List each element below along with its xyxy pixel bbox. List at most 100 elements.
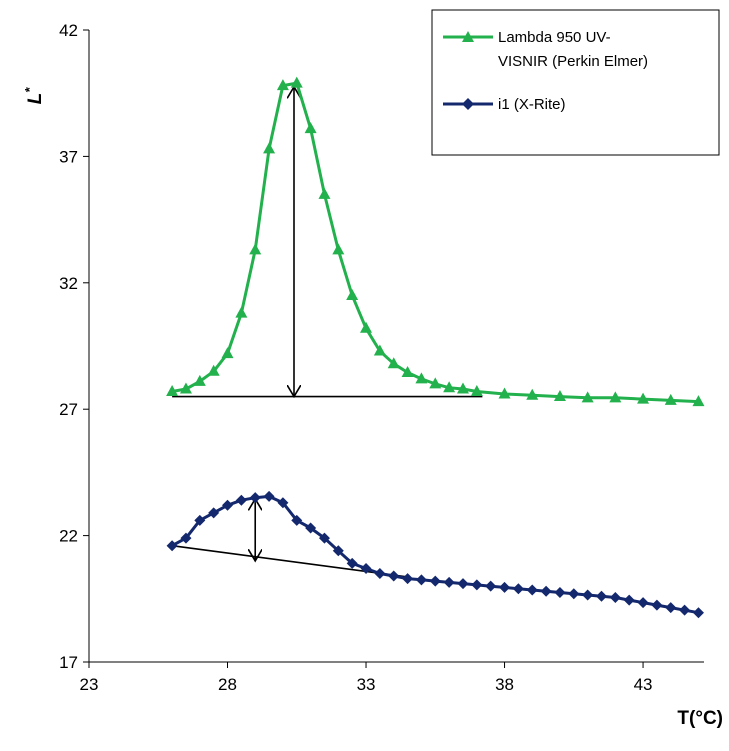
data-point-triangle — [235, 306, 248, 318]
y-tick-label: 22 — [59, 527, 78, 546]
data-point-triangle — [373, 344, 386, 356]
y-axis-title: L* — [22, 87, 46, 105]
data-point-diamond — [291, 514, 303, 526]
data-point-diamond — [623, 594, 635, 606]
data-point-triangle — [664, 393, 677, 405]
data-point-diamond — [429, 575, 441, 587]
data-point-triangle — [456, 382, 469, 394]
y-tick-label: 17 — [59, 653, 78, 672]
data-point-diamond — [471, 579, 483, 591]
y-tick-label: 27 — [59, 400, 78, 419]
data-point-diamond — [665, 602, 677, 614]
legend-label-lambda-line2: VISNIR (Perkin Elmer) — [498, 53, 648, 70]
data-point-diamond — [637, 597, 649, 609]
data-point-triangle — [470, 385, 483, 397]
data-point-diamond — [596, 590, 607, 602]
data-point-triangle — [443, 381, 456, 393]
data-point-diamond — [235, 494, 247, 506]
data-point-diamond — [346, 557, 358, 569]
data-point-triangle — [221, 347, 234, 359]
data-point-triangle — [401, 366, 414, 378]
data-point-diamond — [180, 532, 192, 544]
data-point-triangle — [193, 374, 206, 386]
data-point-triangle — [318, 187, 331, 199]
data-point-triangle — [498, 387, 511, 399]
data-point-diamond — [485, 580, 497, 592]
data-point-diamond — [540, 585, 552, 597]
legend-label-lambda-line1: Lambda 950 UV- — [498, 29, 611, 46]
data-point-diamond — [582, 589, 594, 601]
data-point-diamond — [568, 588, 580, 600]
baseline-line — [172, 544, 411, 579]
data-point-diamond — [402, 573, 414, 585]
data-point-diamond — [554, 586, 566, 598]
data-point-triangle — [346, 288, 359, 300]
data-point-diamond — [194, 514, 206, 526]
data-point-triangle — [553, 390, 566, 402]
data-point-diamond — [166, 540, 178, 552]
x-tick-label: 23 — [80, 675, 99, 694]
x-tick-label: 38 — [495, 675, 514, 694]
data-point-diamond — [692, 607, 704, 619]
y-tick-label: 32 — [59, 274, 78, 293]
y-axis-title-main: L — [25, 93, 46, 105]
y-tick-label: 37 — [59, 147, 78, 166]
legend-swatch-i1-marker — [462, 98, 474, 110]
data-point-triangle — [304, 122, 317, 134]
data-point-diamond — [679, 604, 691, 616]
data-point-triangle — [290, 76, 303, 88]
data-point-triangle — [637, 392, 650, 404]
data-point-triangle — [179, 382, 192, 394]
legend: Lambda 950 UV- VISNIR (Perkin Elmer) i1 … — [431, 9, 720, 156]
data-point-diamond — [222, 499, 234, 511]
plot-area: 17 22 27 32 37 42 23 28 33 38 43 — [59, 21, 704, 694]
legend-swatch-lambda-marker — [462, 31, 474, 42]
data-point-diamond — [388, 570, 400, 582]
data-point-triangle — [360, 321, 373, 333]
y-ticks: 17 22 27 32 37 42 — [59, 21, 89, 672]
data-point-triangle — [249, 243, 262, 255]
data-point-triangle — [332, 243, 345, 255]
data-point-diamond — [526, 584, 538, 596]
data-point-diamond — [208, 507, 220, 519]
legend-label-i1: i1 (X-Rite) — [498, 96, 566, 113]
data-point-triangle — [387, 357, 400, 369]
data-point-triangle — [276, 79, 289, 91]
data-point-triangle — [526, 388, 539, 400]
series-layer — [166, 76, 705, 619]
series-line — [171, 494, 699, 615]
data-point-diamond — [512, 583, 524, 595]
series-lambda-950 — [166, 76, 705, 407]
data-point-diamond — [332, 545, 344, 557]
data-point-diamond — [249, 492, 261, 504]
x-tick-label: 43 — [634, 675, 653, 694]
data-point-diamond — [457, 578, 469, 590]
y-tick-label: 42 — [59, 21, 78, 40]
data-point-triangle — [429, 377, 442, 389]
data-point-triangle — [415, 372, 428, 384]
data-point-diamond — [374, 568, 386, 580]
data-point-diamond — [305, 522, 317, 534]
data-point-triangle — [207, 364, 220, 376]
data-point-triangle — [609, 391, 622, 403]
x-axis-title: T(°C) — [677, 708, 723, 729]
data-point-triangle — [692, 395, 705, 407]
data-point-diamond — [277, 497, 289, 509]
data-point-diamond — [499, 581, 511, 593]
data-point-diamond — [263, 490, 275, 502]
data-point-triangle — [166, 385, 179, 397]
data-point-diamond — [651, 599, 663, 611]
legend-box — [431, 9, 720, 156]
data-point-diamond — [609, 592, 621, 604]
data-point-diamond — [415, 574, 427, 586]
x-tick-label: 33 — [357, 675, 376, 694]
data-point-triangle — [581, 391, 594, 403]
y-axis-title-sup: * — [22, 87, 37, 93]
x-tick-label: 28 — [218, 675, 237, 694]
data-point-diamond — [360, 562, 372, 574]
series-i1-xrite — [166, 490, 704, 619]
data-point-triangle — [263, 142, 276, 154]
x-ticks: 23 28 33 38 43 — [80, 662, 653, 694]
data-point-diamond — [318, 532, 330, 544]
